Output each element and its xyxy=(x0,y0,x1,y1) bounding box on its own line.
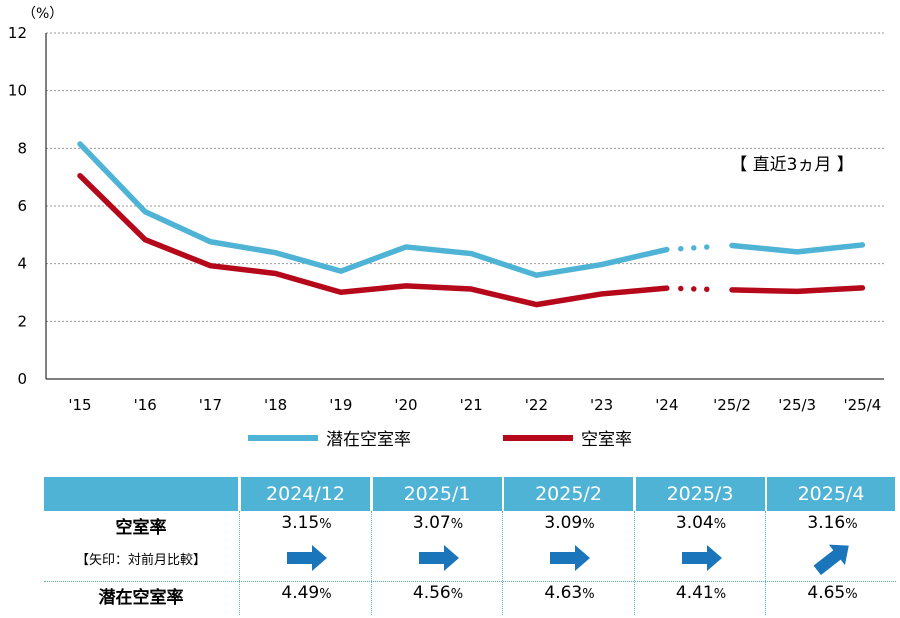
potential-vacancy-rate-value-unit: % xyxy=(582,587,595,602)
arrow-right-icon xyxy=(287,545,327,571)
vacancy-rate-value: 3.09% xyxy=(504,513,635,533)
vacancy-rate-value-unit: % xyxy=(450,517,464,532)
arrow-right-icon xyxy=(681,545,722,571)
monthly-rate-table: 2024/12 2025/1 2025/2 2025/3 2025/4 空室率 【矢印：… xyxy=(44,477,896,615)
series-lines xyxy=(77,141,866,308)
row-separator xyxy=(44,581,896,582)
potential-vacancy-rate-value-number: 4.63 xyxy=(544,583,583,603)
y-tick-labels: 0 2 4 6 8 10 12 xyxy=(8,24,27,388)
column-separator xyxy=(239,511,240,615)
x-tick-label: '18 xyxy=(264,396,287,414)
arrow-note-label: 【矢印：対前月比較】 xyxy=(75,553,206,568)
series-line-recent xyxy=(729,285,866,295)
vacancy-rate-value: 3.16% xyxy=(767,513,898,533)
arrow-shape xyxy=(681,545,722,571)
vacancy-rate-value-number: 3.04 xyxy=(675,513,714,533)
vacancy-rate-value-unit: % xyxy=(713,517,727,532)
table-header-2024-12: 2024/12 xyxy=(241,477,370,511)
potential-vacancy-rate-value-number: 4.56 xyxy=(412,583,451,603)
potential-vacancy-rate-value-unit: % xyxy=(713,587,727,602)
y-tick-label: 6 xyxy=(17,197,27,215)
legend-label: 潜在空室率 xyxy=(326,430,411,450)
x-tick-label: '25/3 xyxy=(778,396,816,414)
table-header-2025-4: 2025/4 xyxy=(767,477,895,511)
arrow-shape xyxy=(813,544,849,575)
x-tick-label: '24 xyxy=(655,396,678,414)
vacancy-rate-label: 空室率 xyxy=(115,518,167,538)
column-separator xyxy=(633,511,635,615)
vacancy-rate-value-unit: % xyxy=(845,517,858,532)
vacancy-rate-value-unit: % xyxy=(582,517,595,532)
potential-vacancy-rate-value: 4.49% xyxy=(241,583,372,603)
x-tick-label: '25/4 xyxy=(843,396,881,414)
recent-3-months-annotation: 【 直近3ヵ月 】 xyxy=(730,155,854,175)
y-tick-label: 10 xyxy=(8,82,27,100)
series-potential-vacancy xyxy=(77,141,866,278)
series-line-gap-dots xyxy=(678,285,721,293)
potential-vacancy-rate-value: 4.63% xyxy=(504,583,635,603)
legend: 潜在空室率 空室率 xyxy=(248,430,632,450)
x-tick-label: '23 xyxy=(590,396,613,414)
grid-lines xyxy=(46,32,884,322)
table-header-2025-1: 2025/1 xyxy=(372,477,502,511)
series-line-gap-dots xyxy=(678,243,721,252)
potential-vacancy-rate-value-unit: % xyxy=(319,587,332,602)
y-tick-label: 2 xyxy=(17,312,27,330)
vacancy-rate-value-number: 3.16 xyxy=(807,513,846,533)
vacancy-rate-value-number: 3.09 xyxy=(544,513,583,533)
series-line-annual xyxy=(77,172,670,308)
vacancy-rate-value-number: 3.07 xyxy=(412,513,451,533)
potential-vacancy-rate-value-unit: % xyxy=(450,587,464,602)
arrow-shape xyxy=(418,545,459,571)
vacancy-rate-value-number: 3.15 xyxy=(281,513,320,533)
arrow-right-icon xyxy=(550,545,590,571)
x-tick-label: '25/2 xyxy=(713,396,751,414)
column-separator xyxy=(765,511,766,615)
vacancy-rate-value: 3.15% xyxy=(241,513,372,533)
column-separator xyxy=(502,511,503,615)
x-tick-labels: '15 '16 '17 '18 '19 '20 '21 '22 '23 '24 '25/2 '25/3… xyxy=(68,396,881,414)
potential-vacancy-rate-value: 4.56% xyxy=(373,583,504,603)
potential-vacancy-rate-value-number: 4.65 xyxy=(807,583,846,603)
legend-label: 空室率 xyxy=(581,430,632,450)
potential-vacancy-rate-value-number: 4.41 xyxy=(675,583,714,603)
series-line-annual xyxy=(77,141,670,278)
y-tick-label: 4 xyxy=(17,255,27,273)
y-tick-label: 8 xyxy=(17,139,27,157)
potential-vacancy-rate-value-unit: % xyxy=(845,587,858,602)
potential-vacancy-rate-value-number: 4.49 xyxy=(281,583,320,603)
y-axis-unit: （%） xyxy=(22,6,63,22)
potential-vacancy-rate-label: 潜在空室率 xyxy=(98,588,184,608)
line-chart: 0 2 4 6 8 10 12 '15 '16 '17 '18 '19 '20 '21 '22 '23 '24… xyxy=(8,6,884,450)
x-tick-label: '20 xyxy=(394,396,417,414)
x-tick-label: '15 xyxy=(68,396,91,414)
vacancy-rate-value: 3.07% xyxy=(373,513,504,533)
header-blank-cell xyxy=(44,477,238,511)
vacancy-rate-value: 3.04% xyxy=(636,513,767,533)
series-line-recent xyxy=(729,242,866,255)
x-tick-label: '17 xyxy=(199,396,222,414)
column-separator xyxy=(370,511,372,615)
series-vacancy xyxy=(77,172,866,308)
potential-vacancy-rate-value: 4.41% xyxy=(636,583,767,603)
x-tick-label: '22 xyxy=(525,396,548,414)
y-tick-label: 12 xyxy=(8,24,27,42)
vacancy-rate-value-unit: % xyxy=(319,517,332,532)
table-header-2025-3: 2025/3 xyxy=(635,477,765,511)
x-tick-label: '21 xyxy=(460,396,483,414)
x-tick-label: '16 xyxy=(134,396,157,414)
arrow-right-icon xyxy=(418,545,459,571)
table-header-2025-2: 2025/2 xyxy=(504,477,633,511)
arrow-shape xyxy=(550,545,590,571)
x-tick-label: '19 xyxy=(329,396,352,414)
y-tick-label: 0 xyxy=(17,370,27,388)
arrow-shape xyxy=(287,545,327,571)
axes xyxy=(45,33,884,380)
arrow-up-right-icon xyxy=(813,544,849,575)
potential-vacancy-rate-value: 4.65% xyxy=(767,583,898,603)
